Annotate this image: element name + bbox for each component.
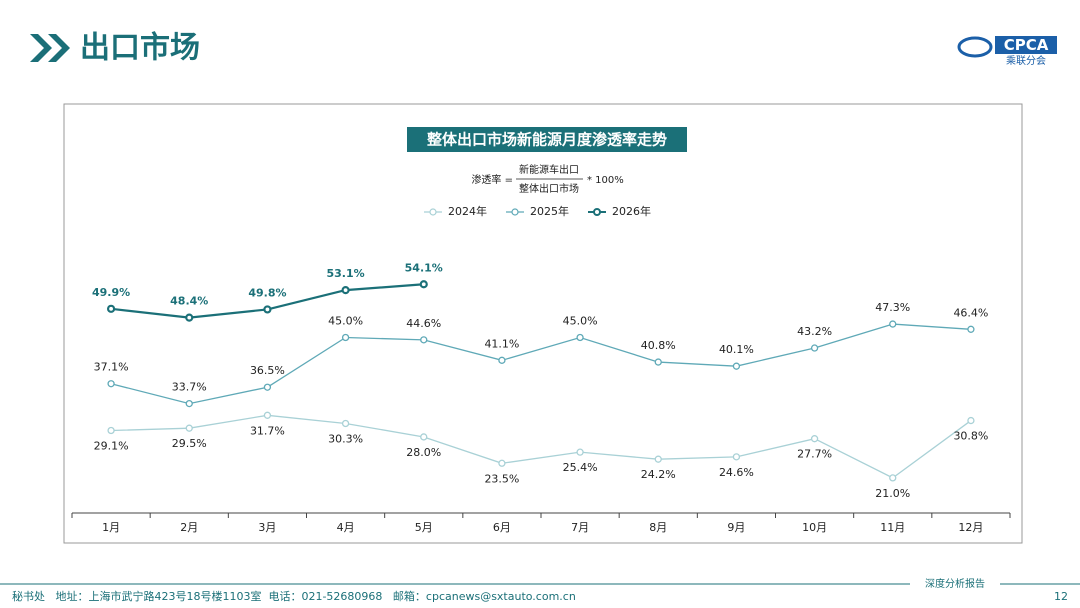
logo-swoosh	[957, 36, 993, 58]
point	[576, 448, 584, 456]
point	[498, 459, 506, 467]
formula-left: 渗透率 =	[471, 173, 513, 186]
data-label: 24.6%	[719, 466, 754, 479]
data-label: 49.8%	[248, 286, 286, 299]
slide-title: 出口市场	[80, 31, 200, 66]
point	[185, 313, 194, 322]
data-label: 40.8%	[641, 339, 676, 352]
series-line	[111, 414, 972, 479]
x-tick-label: 10月	[802, 521, 827, 534]
point	[341, 286, 350, 295]
point	[185, 399, 193, 408]
footer-report: 深度分析报告	[925, 577, 985, 590]
data-label: 45.0%	[563, 315, 598, 328]
x-tick-label: 11月	[880, 521, 905, 534]
x-tick-label: 5月	[415, 521, 433, 534]
page-number: 12	[1054, 590, 1068, 603]
data-label: 54.1%	[405, 261, 443, 274]
point	[420, 336, 428, 344]
chart-title: 整体出口市场新能源月度渗透率走势	[427, 131, 667, 149]
data-label: 44.6%	[406, 317, 441, 330]
data-label: 37.1%	[94, 361, 129, 374]
data-label: 45.0%	[328, 315, 363, 328]
point	[420, 433, 428, 441]
data-label: 46.4%	[953, 306, 988, 319]
data-label: 36.5%	[250, 364, 285, 377]
point	[576, 333, 584, 342]
data-label: 21.0%	[875, 487, 910, 500]
point	[732, 453, 741, 461]
data-label: 29.1%	[94, 440, 129, 453]
data-label: 30.3%	[328, 432, 363, 445]
logo-subtext: 乘联分会	[1006, 54, 1046, 67]
point	[732, 362, 741, 370]
series-line	[110, 323, 971, 405]
point	[498, 356, 506, 364]
legend-label: 2024年	[448, 204, 487, 218]
data-label: 29.5%	[172, 437, 207, 450]
point	[185, 424, 193, 432]
chart-title-box	[407, 127, 687, 152]
point	[341, 333, 350, 342]
x-tick-label: 12月	[958, 521, 983, 534]
point	[263, 383, 272, 391]
x-tick-label: 1月	[102, 521, 120, 534]
formula-right: * 100%	[587, 175, 624, 186]
data-label: 31.7%	[250, 424, 285, 437]
data-label: 27.7%	[797, 448, 832, 461]
formula-denominator: 整体出口市场	[519, 182, 579, 195]
legend-marker	[593, 208, 601, 216]
data-label: 40.1%	[719, 343, 754, 356]
data-label: 30.8%	[953, 430, 988, 443]
logo-text: CPCA	[1004, 36, 1049, 54]
chart-frame	[63, 103, 1023, 544]
legend-marker	[511, 208, 519, 216]
data-label: 33.7%	[172, 381, 207, 394]
data-label: 47.3%	[875, 301, 910, 314]
x-tick-label: 2月	[180, 521, 198, 534]
point	[810, 344, 819, 352]
point	[889, 320, 897, 328]
point	[263, 305, 272, 314]
data-label: 48.4%	[170, 295, 208, 308]
legend-label: 2025年	[530, 204, 569, 218]
x-tick-label: 6月	[493, 521, 511, 534]
x-tick-label: 8月	[649, 521, 667, 534]
formula-numerator: 新能源车出口	[519, 163, 579, 176]
point	[341, 419, 350, 428]
x-tick-label: 4月	[337, 521, 355, 534]
data-label: 28.0%	[406, 446, 441, 459]
legend-label: 2026年	[612, 204, 651, 218]
point	[654, 358, 662, 366]
point	[263, 411, 272, 419]
point	[967, 416, 975, 425]
x-tick-label: 7月	[571, 521, 589, 534]
point	[967, 325, 975, 333]
data-label: 24.2%	[641, 468, 676, 481]
point	[654, 455, 662, 463]
point	[889, 474, 897, 482]
point	[106, 304, 116, 313]
point	[107, 380, 115, 388]
chevron-icon	[30, 34, 70, 62]
point	[419, 280, 428, 289]
x-tick-label: 3月	[258, 521, 276, 534]
point	[810, 435, 819, 443]
data-label: 25.4%	[563, 461, 598, 474]
data-label: 53.1%	[326, 267, 364, 280]
footer-contact: 秘书处 地址：上海市武宁路423号18号楼1103室 电话：021-526809…	[12, 589, 576, 603]
logo-box	[995, 36, 1057, 54]
data-label: 23.5%	[484, 472, 519, 485]
data-label: 49.9%	[92, 286, 130, 299]
x-tick-label: 9月	[727, 521, 745, 534]
legend-marker	[429, 208, 437, 216]
point	[107, 426, 115, 435]
data-label: 43.2%	[797, 325, 832, 338]
data-label: 41.1%	[484, 337, 519, 350]
